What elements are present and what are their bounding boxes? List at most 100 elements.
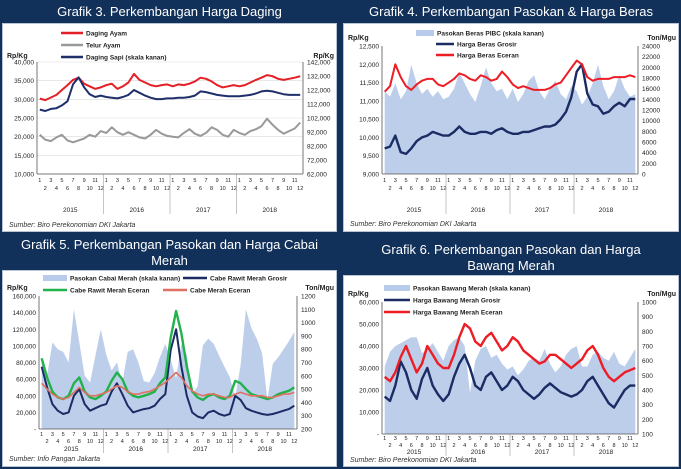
x-tick-month: 6 bbox=[66, 186, 69, 192]
x-tick-month: 1 bbox=[575, 178, 578, 184]
x-tick-month: 3 bbox=[180, 432, 183, 438]
y-tick-left: 30,000 bbox=[359, 366, 379, 373]
y-tick-left: 30,000 bbox=[14, 97, 34, 104]
x-tick-month: 11 bbox=[435, 178, 441, 184]
y-tick-right: 900 bbox=[301, 333, 312, 340]
series-line bbox=[383, 353, 636, 409]
x-tick-month: 12 bbox=[162, 439, 168, 445]
x-tick-month: 8 bbox=[548, 443, 551, 449]
chart-source: Sumber: Biro Perekonomian DKI Jakarta bbox=[350, 221, 477, 228]
x-tick-month: 12 bbox=[568, 186, 574, 192]
chart-source: Sumber: Biro Perekonomian DKI Jakarta bbox=[9, 222, 136, 229]
x-tick-month: 7 bbox=[137, 432, 140, 438]
y-tick-right: 18000 bbox=[642, 76, 660, 83]
x-tick-month: 12 bbox=[291, 439, 297, 445]
x-tick-month: 4 bbox=[121, 186, 124, 192]
y-axis-unit-right: Rp/Kg bbox=[313, 53, 334, 60]
x-tick-month: 10 bbox=[622, 186, 628, 192]
y-tick-left: - bbox=[34, 427, 36, 434]
y-tick-right: 400 bbox=[642, 388, 653, 395]
x-tick-month: 7 bbox=[543, 178, 546, 184]
y-tick-left: 10,000 bbox=[359, 135, 379, 142]
x-tick-month: 6 bbox=[602, 443, 605, 449]
x-tick-month: 3 bbox=[182, 178, 185, 184]
x-tick-month: 10 bbox=[558, 443, 564, 449]
x-tick-month: 10 bbox=[494, 443, 500, 449]
chart-body: Rp/Kg Ton/Mgu - 20,000 40,000 60,000 80,000 100… bbox=[2, 270, 337, 467]
y-tick-right: 700 bbox=[301, 360, 312, 367]
chart-body: Rp/Kg Ton/Mgu - 10,000 20,000 30,000 40,000 50,… bbox=[343, 275, 679, 467]
chart-body: Rp/Kg Rp/Kg 10,000 15,000 20,000 25,000 30,000… bbox=[2, 23, 337, 232]
x-tick-month: 10 bbox=[286, 186, 292, 192]
x-tick-month: 4 bbox=[121, 439, 124, 445]
y-tick-right: 2000 bbox=[642, 161, 657, 168]
y-tick-right: 900 bbox=[642, 314, 653, 321]
y-tick-right: 112,000 bbox=[307, 102, 330, 109]
x-tick-month: 12 bbox=[231, 186, 237, 192]
x-tick-month: 10 bbox=[430, 186, 436, 192]
legend-swatch bbox=[43, 275, 67, 281]
x-tick-month: 8 bbox=[484, 186, 487, 192]
x-tick-month: 12 bbox=[568, 443, 574, 449]
y-tick-right: 24000 bbox=[642, 44, 660, 51]
series-line bbox=[384, 63, 636, 156]
chart-body: Rp/Kg Ton/Mgu 9,000 9,500 10,000 10,500 11,000… bbox=[343, 23, 679, 232]
x-tick-month: 4 bbox=[399, 443, 402, 449]
x-tick-month: 8 bbox=[142, 439, 145, 445]
x-tick-month: 2 bbox=[46, 439, 49, 445]
x-tick-month: 9 bbox=[554, 178, 557, 184]
x-tick-month: 9 bbox=[148, 432, 151, 438]
x-tick-month: 10 bbox=[430, 443, 436, 449]
x-tick-month: 5 bbox=[126, 432, 129, 438]
x-tick-month: 8 bbox=[548, 186, 551, 192]
x-tick-month: 8 bbox=[210, 186, 213, 192]
x-tick-month: 1 bbox=[38, 178, 41, 184]
x-tick-month: 11 bbox=[563, 178, 569, 184]
x-tick-month: 11 bbox=[563, 436, 569, 442]
legend-label: Daging Ayam bbox=[86, 31, 127, 38]
x-tick-month: 8 bbox=[271, 439, 274, 445]
y-tick-right: 1000 bbox=[642, 300, 657, 307]
legend-label: Pasokan Cabai Merah (skala kanan) bbox=[70, 276, 180, 283]
y-tick-left: 10,000 bbox=[14, 172, 34, 179]
x-tick-year: 2018 bbox=[258, 446, 273, 453]
y-tick-left: 120,000 bbox=[13, 327, 37, 334]
x-tick-year: 2016 bbox=[129, 446, 144, 453]
y-tick-right: 20000 bbox=[642, 65, 660, 72]
y-tick-right: 600 bbox=[642, 358, 653, 365]
y-tick-right: 122,000 bbox=[307, 88, 331, 95]
x-tick-month: 3 bbox=[458, 178, 461, 184]
x-tick-month: 5 bbox=[255, 432, 258, 438]
y-tick-right: 132,000 bbox=[307, 74, 331, 81]
y-axis-unit-left: Rp/Kg bbox=[7, 53, 28, 60]
x-tick-month: 7 bbox=[479, 436, 482, 442]
x-tick-month: 6 bbox=[538, 443, 541, 449]
x-tick-month: 3 bbox=[586, 436, 589, 442]
y-tick-left: 10,000 bbox=[359, 410, 379, 417]
chart-svg-bawang: Rp/Kg Ton/Mgu - 10,000 20,000 30,000 40,000 50,… bbox=[348, 285, 676, 464]
y-tick-left: 40,000 bbox=[359, 344, 379, 351]
x-tick-year: 2015 bbox=[63, 207, 78, 214]
x-tick-month: 12 bbox=[504, 186, 510, 192]
x-tick-year: 2016 bbox=[471, 207, 486, 214]
y-tick-left: 25,000 bbox=[14, 116, 34, 123]
x-tick-month: 8 bbox=[78, 439, 81, 445]
series-line bbox=[40, 328, 295, 420]
x-tick-year: 2015 bbox=[407, 207, 422, 214]
x-tick-month: 9 bbox=[83, 178, 86, 184]
x-tick-month: 10 bbox=[87, 186, 93, 192]
x-tick-month: 7 bbox=[201, 432, 204, 438]
x-tick-month: 5 bbox=[260, 178, 263, 184]
x-tick-month: 1 bbox=[511, 436, 514, 442]
y-tick-right: 1200 bbox=[301, 294, 316, 301]
series-line bbox=[383, 322, 636, 383]
y-tick-left: 140,000 bbox=[13, 310, 37, 317]
x-tick-month: 1 bbox=[511, 178, 514, 184]
chart-svg-daging: Rp/Kg Rp/Kg 10,000 15,000 20,000 25,000 30,000… bbox=[7, 31, 334, 230]
x-tick-month: 12 bbox=[98, 186, 104, 192]
x-tick-month: 9 bbox=[277, 432, 280, 438]
y-tick-right: 6000 bbox=[642, 140, 657, 147]
x-tick-month: 11 bbox=[499, 178, 505, 184]
x-tick-month: 10 bbox=[220, 186, 226, 192]
x-tick-month: 1 bbox=[383, 436, 386, 442]
